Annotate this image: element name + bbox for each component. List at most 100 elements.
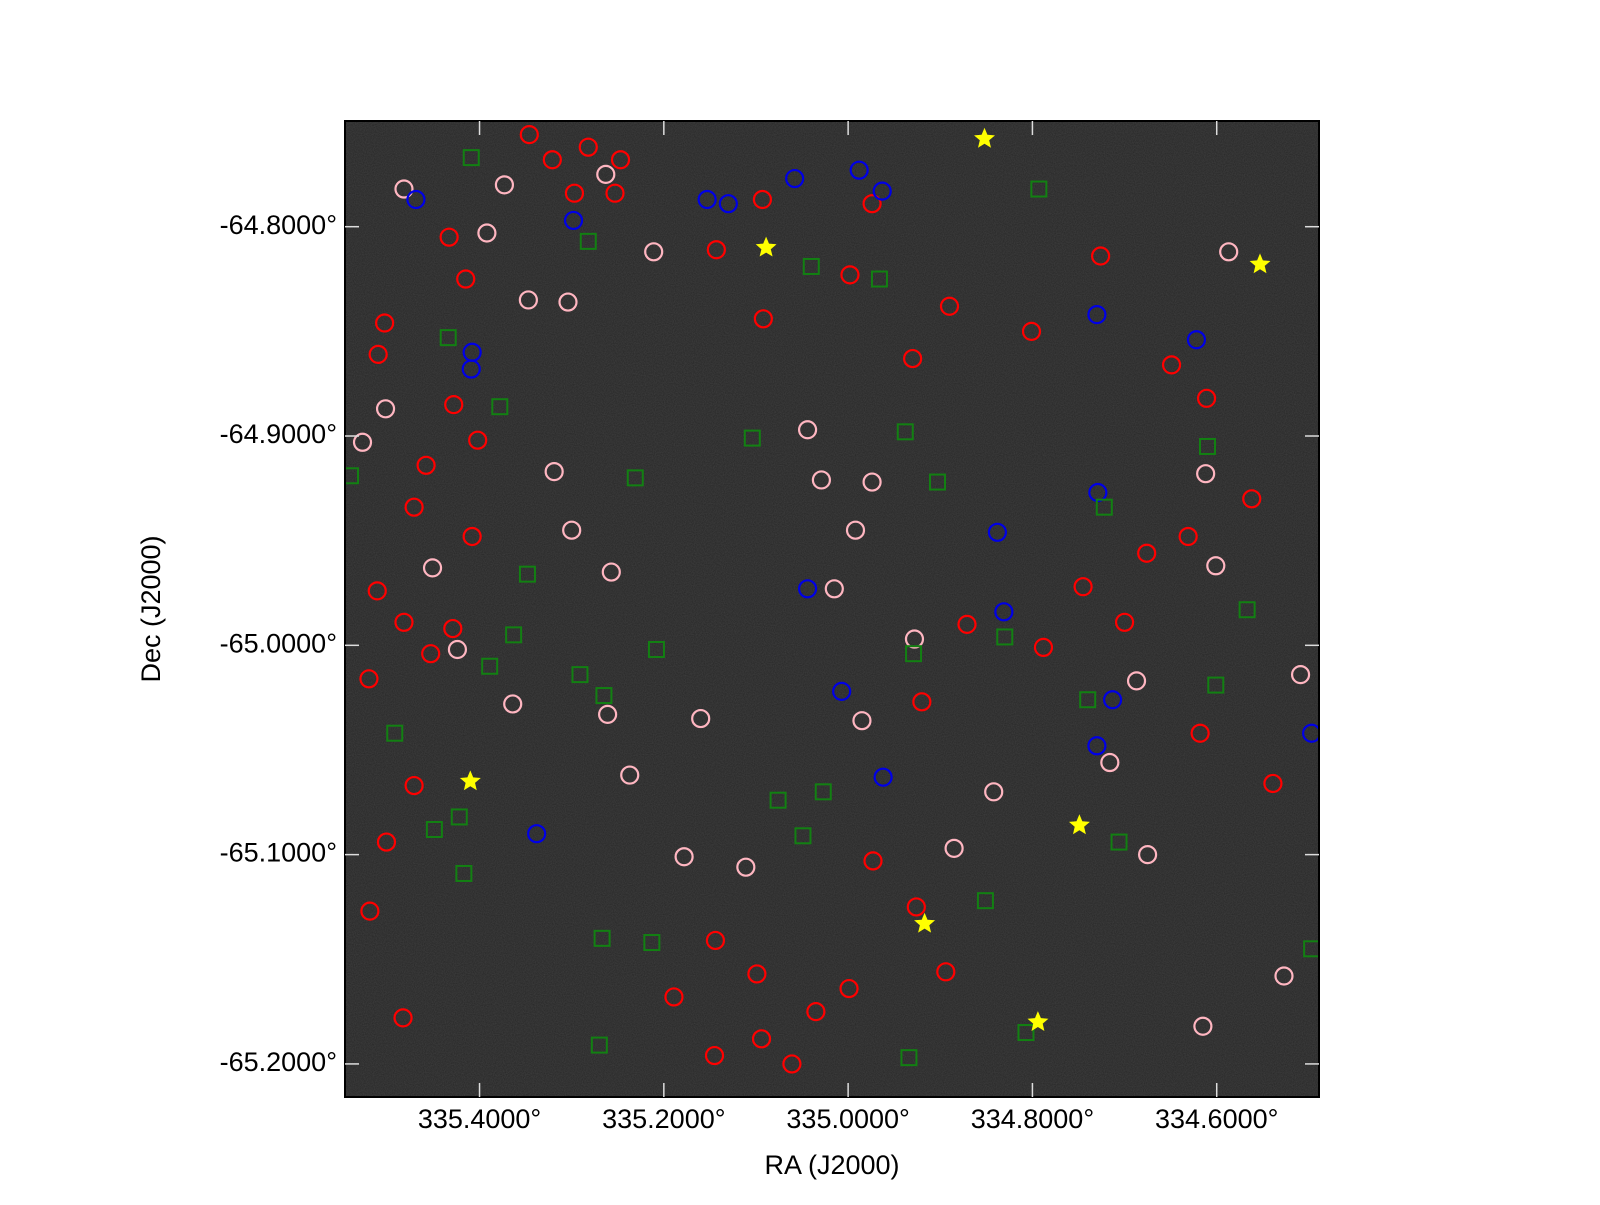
catalog-circle: [704, 1045, 725, 1066]
catalog-circle: [811, 470, 832, 490]
catalog-circle: [1033, 637, 1054, 658]
catalog-circle: [691, 708, 711, 729]
catalog-circle: [1178, 526, 1198, 547]
catalog-square: [462, 149, 480, 167]
catalog-circle: [494, 175, 515, 195]
y-tick-label: -65.1000°: [220, 838, 337, 868]
catalog-circle: [1102, 690, 1123, 710]
catalog-circle: [832, 681, 852, 701]
catalog-square: [1079, 691, 1097, 709]
catalog-circle: [939, 296, 960, 316]
catalog-circle: [367, 581, 387, 601]
catalog-square: [1110, 833, 1128, 851]
catalog-square: [595, 687, 613, 705]
catalog-circle: [840, 265, 860, 285]
catalog-circle: [376, 832, 397, 852]
catalog-circle: [944, 838, 964, 858]
catalog-square: [976, 892, 994, 910]
catalog-star: [914, 912, 936, 933]
catalog-circle: [605, 183, 625, 203]
catalog-circle: [421, 644, 441, 664]
catalog-circle: [1087, 305, 1107, 325]
catalog-circle: [1302, 723, 1319, 743]
catalog-square: [439, 329, 457, 347]
catalog-circle: [503, 694, 523, 714]
catalog-square: [579, 232, 597, 250]
catalog-circle: [705, 930, 726, 951]
catalog-circle: [598, 704, 618, 724]
catalog-circle: [394, 612, 414, 632]
catalog-star: [1027, 1011, 1049, 1031]
catalog-square: [1207, 676, 1225, 694]
catalog-circle: [849, 160, 869, 180]
catalog-circle: [1021, 321, 1042, 341]
catalog-circle: [596, 164, 616, 184]
catalog-star: [1249, 253, 1271, 274]
catalog-square: [769, 791, 787, 809]
catalog-square: [590, 1036, 608, 1054]
y-axis-label: Dec (J2000): [136, 535, 166, 682]
y-tick-label: -65.2000°: [220, 1047, 337, 1077]
catalog-circle: [439, 227, 459, 247]
x-tick-label: 334.8000°: [971, 1104, 1094, 1134]
catalog-square: [996, 628, 1014, 646]
catalog-square: [518, 565, 536, 583]
catalog-circle: [518, 290, 538, 310]
catalog-circle: [912, 692, 932, 712]
catalog-circle: [1114, 612, 1135, 632]
catalog-circle: [903, 348, 923, 369]
y-tick-label: -65.0000°: [220, 628, 337, 658]
catalog-circle: [563, 210, 584, 231]
catalog-square: [491, 398, 509, 416]
catalog-circle: [558, 292, 578, 312]
catalog-square: [643, 934, 661, 952]
catalog-circle: [1138, 845, 1158, 865]
catalog-circle: [785, 168, 805, 189]
catalog-square: [455, 864, 473, 882]
catalog-circle: [404, 497, 424, 517]
catalog-square: [896, 423, 914, 441]
plot-frame: [344, 120, 1320, 1098]
catalog-square: [1199, 437, 1217, 455]
catalog-circle: [519, 125, 539, 145]
catalog-circle: [564, 183, 585, 203]
catalog-square: [505, 626, 523, 644]
catalog-star: [755, 236, 777, 257]
catalog-circle: [987, 522, 1008, 542]
catalog-circle: [1161, 355, 1182, 375]
catalog-circle: [862, 472, 882, 492]
catalog-circle: [1137, 543, 1157, 563]
catalog-circle: [718, 194, 738, 214]
catalog-circle: [957, 614, 977, 634]
catalog-circle: [468, 430, 488, 450]
catalog-circle: [578, 137, 598, 157]
catalog-circle: [1206, 556, 1226, 576]
catalog-square: [593, 929, 611, 947]
catalog-square: [929, 473, 947, 491]
catalog-circle: [1219, 242, 1239, 262]
catalog-circle: [462, 526, 482, 547]
catalog-square: [743, 429, 761, 447]
catalog-circle: [416, 455, 436, 475]
catalog-circle: [839, 978, 859, 999]
catalog-circle: [461, 359, 481, 379]
catalog-circle: [984, 782, 1004, 802]
catalog-circle: [443, 618, 463, 639]
catalog-square: [905, 645, 923, 663]
catalog-circle: [394, 179, 414, 199]
catalog-circle: [1193, 1016, 1213, 1036]
catalog-circle: [664, 987, 684, 1007]
catalog-square: [450, 808, 468, 826]
catalog-circle: [906, 897, 926, 917]
catalog-circle: [360, 901, 380, 921]
catalog-circle: [562, 520, 582, 540]
catalog-square: [571, 666, 589, 684]
catalog-circle: [1274, 966, 1294, 986]
catalog-circle: [456, 269, 476, 289]
catalog-circle: [1196, 464, 1216, 484]
catalog-circle: [1091, 246, 1111, 266]
x-tick-label: 335.2000°: [602, 1104, 725, 1134]
catalog-square: [1030, 180, 1048, 198]
catalog-square: [1303, 940, 1319, 958]
